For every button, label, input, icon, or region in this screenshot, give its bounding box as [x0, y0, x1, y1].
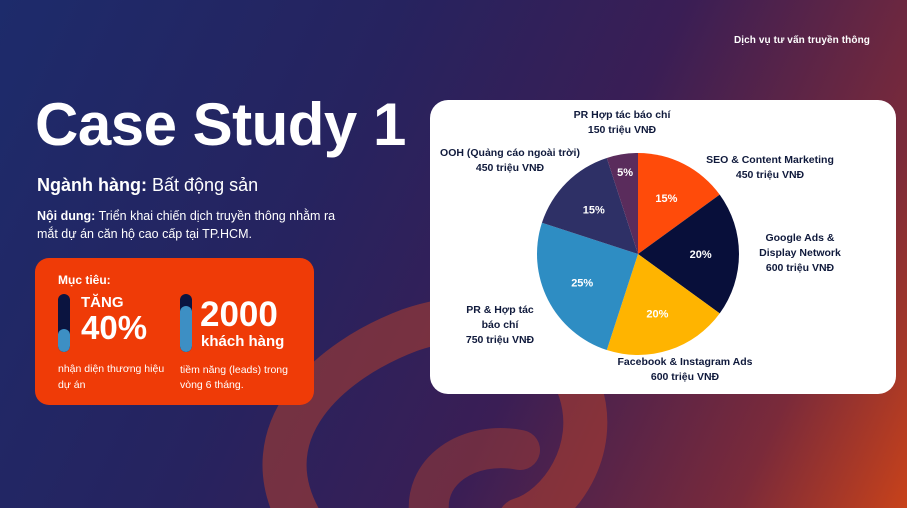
metric1-value: 40%: [81, 309, 148, 346]
metric2-description: tiềm năng (leads) trong vòng 6 tháng.: [180, 364, 288, 391]
header-tag: Dịch vụ tư vấn truyền thông: [733, 35, 870, 46]
pie-slice: [606, 153, 638, 254]
pie-category-label: Google Ads & Display Network 600 triệu VNĐ: [759, 232, 841, 274]
pie-percent-label: 15%: [655, 193, 677, 205]
content-description: Nội dung: Triển khai chiến dịch truyền t…: [37, 207, 347, 243]
metric2-value: 2000: [200, 295, 278, 334]
pie-slice: [638, 153, 720, 254]
industry-line: Ngành hàng: Bất động sản: [37, 175, 258, 196]
pie-slice: [606, 254, 720, 355]
budget-pie-chart: 15% 20% 20% 25% 15% 5%: [537, 153, 739, 355]
industry-label: Ngành hàng:: [37, 175, 147, 195]
metric1-description: nhận diện thương hiệu dự án: [58, 363, 165, 391]
page-title: Case Study 1: [35, 91, 406, 158]
industry-value: Bất động sản: [152, 175, 259, 195]
pie-category-label: PR Hợp tác báo chí 150 triệu VNĐ: [573, 109, 671, 136]
pie-category-label: OOH (Quảng cáo ngoài trời) 450 triệu VNĐ: [440, 147, 580, 174]
pie-percent-label: 20%: [690, 249, 712, 261]
metric2-unit: khách hàng: [201, 333, 285, 350]
pie-percent-label: 15%: [583, 205, 605, 217]
pie-slice: [638, 194, 739, 314]
content-text: Triển khai chiến dịch truyền thông nhằm …: [37, 209, 336, 241]
pie-category-label: PR & Hợp tác báo chí 750 triệu VNĐ: [465, 304, 535, 346]
pie-slice: [537, 222, 638, 351]
metric2-progress-bar: [180, 294, 192, 352]
pie-percent-label: 25%: [571, 277, 593, 289]
pie-percent-label: 5%: [617, 167, 633, 179]
goals-card: Mục tiêu: TĂNG 40% nhận diện thương hiệu…: [35, 258, 314, 405]
budget-pie-card: 15% 20% 20% 25% 15% 5% SEO & Content Marketin…: [430, 100, 896, 394]
pie-percent-label: 20%: [646, 309, 668, 321]
metric1-progress-fill: [58, 328, 70, 352]
pie-category-label: Facebook & Instagram Ads 600 triệu VNĐ: [617, 356, 753, 383]
metric1-prefix: TĂNG: [81, 294, 124, 311]
pie-slice: [541, 157, 638, 254]
pie-category-label: SEO & Content Marketing 450 triệu VNĐ: [706, 154, 834, 181]
content-label: Nội dung:: [37, 209, 96, 223]
goals-label: Mục tiêu:: [58, 273, 111, 287]
metric2-progress-fill: [180, 305, 192, 352]
metric1-progress-bar: [58, 294, 70, 352]
